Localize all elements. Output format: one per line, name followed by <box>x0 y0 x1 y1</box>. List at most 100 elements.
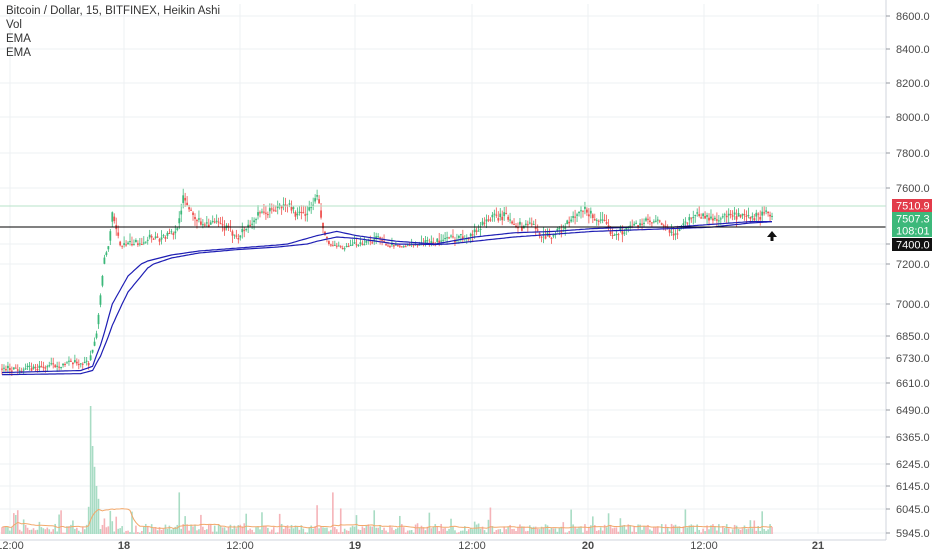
indicator-ema-2[interactable]: EMA <box>6 47 31 59</box>
candle-body <box>402 246 405 248</box>
volume-bar <box>489 507 492 534</box>
volume-bar <box>454 530 456 534</box>
volume-bar <box>434 524 437 534</box>
candle-body <box>469 233 472 237</box>
candle-body <box>688 217 691 221</box>
indicator-ema-1[interactable]: EMA <box>6 33 31 45</box>
candle-body <box>704 216 706 219</box>
candle-body <box>605 222 608 224</box>
volume-bar <box>597 530 600 534</box>
candle-body <box>700 217 703 219</box>
candle-body <box>568 221 571 224</box>
volume-bar <box>515 530 517 534</box>
volume-bar <box>666 527 669 534</box>
volume-bar <box>674 524 677 534</box>
candle-body <box>278 204 281 206</box>
candle-body <box>566 220 569 225</box>
candle-body <box>46 366 49 368</box>
candle-body <box>383 241 385 243</box>
volume-bar <box>544 524 547 534</box>
candle-body <box>129 241 131 243</box>
volume-bar <box>245 513 248 534</box>
volume-bar <box>653 526 655 534</box>
symbol-title[interactable]: Bitcoin / Dollar, 15, BITFINEX, Heikin A… <box>6 5 221 17</box>
y-tick-label: 6490.0 <box>896 405 930 417</box>
candle-body <box>81 363 84 365</box>
candle-body <box>426 240 429 242</box>
volume-bar <box>471 529 474 534</box>
volume-bar <box>645 526 647 534</box>
volume-bar <box>519 524 521 534</box>
volume-bar <box>639 524 641 534</box>
candle-body <box>471 234 474 236</box>
candle-body <box>509 219 512 221</box>
volume-bar <box>696 524 698 534</box>
volume-bar <box>150 524 153 534</box>
candle-body <box>544 236 547 239</box>
volume-bar <box>339 508 342 534</box>
candle-body <box>641 223 643 225</box>
candle-body <box>8 368 11 371</box>
candle-body <box>491 214 494 218</box>
chart-legend: Bitcoin / Dollar, 15, BITFINEX, Heikin A… <box>6 4 220 60</box>
candle-body <box>113 216 116 221</box>
volume-bar <box>249 528 251 534</box>
candle-body <box>394 244 397 246</box>
candle-body <box>444 238 447 240</box>
candle-body <box>371 242 374 244</box>
volume-bar <box>485 532 488 534</box>
candle-body <box>353 242 356 244</box>
candle-body <box>424 240 427 244</box>
price-axis[interactable]: 8600.0 8400.0 8200.0 8000.0 7800.0 7600.0 7400… <box>885 0 930 540</box>
candle-body <box>706 215 708 217</box>
candle-body <box>304 214 307 216</box>
volume-bar <box>7 526 9 534</box>
y-tick-label: 8200.0 <box>896 78 930 90</box>
candle-body <box>310 207 313 209</box>
candle-body <box>404 246 407 248</box>
volume-bar <box>40 527 43 534</box>
candle-body <box>119 241 122 246</box>
x-tick-label: 20 <box>582 540 594 550</box>
volume-bar <box>572 524 574 534</box>
candle-body <box>127 242 129 245</box>
volume-bar <box>129 532 131 534</box>
candlesticks[interactable] <box>1 188 773 377</box>
y-tick-label: 8600.0 <box>896 11 930 23</box>
volume-bar <box>280 523 283 534</box>
candle-body <box>103 257 106 264</box>
time-axis[interactable]: 12:00 18 12:00 19 12:00 20 12:00 21 <box>0 539 886 550</box>
candle-body <box>123 243 126 245</box>
candle-body <box>623 232 626 234</box>
candle-body <box>34 367 37 369</box>
volume-bar <box>186 524 188 534</box>
volume-bar <box>497 529 500 534</box>
candle-body <box>363 244 366 246</box>
volume-bar <box>42 528 45 534</box>
volume-bar <box>568 530 570 534</box>
volume-bar <box>243 523 246 534</box>
candle-body <box>95 333 98 338</box>
candle-body <box>68 360 70 362</box>
y-tick-label: 8400.0 <box>896 44 930 56</box>
volume-bar <box>538 529 541 534</box>
candle-body <box>572 216 575 218</box>
indicator-vol[interactable]: Vol <box>6 19 22 31</box>
volume-bar <box>121 526 123 534</box>
candle-body <box>70 360 72 362</box>
volume-bar <box>412 532 415 534</box>
level-lines <box>0 205 886 228</box>
volume-bar <box>115 516 118 534</box>
candle-body <box>170 231 173 233</box>
candle-body <box>166 232 169 236</box>
volume-bar <box>215 531 218 534</box>
volume-bar <box>462 530 464 534</box>
volume-bar <box>507 526 509 534</box>
candle-body <box>290 206 293 211</box>
candle-body <box>587 214 590 217</box>
candle-body <box>154 236 157 239</box>
volume-bar <box>483 530 486 534</box>
volume-bar <box>139 532 141 534</box>
candle-body <box>389 246 391 248</box>
